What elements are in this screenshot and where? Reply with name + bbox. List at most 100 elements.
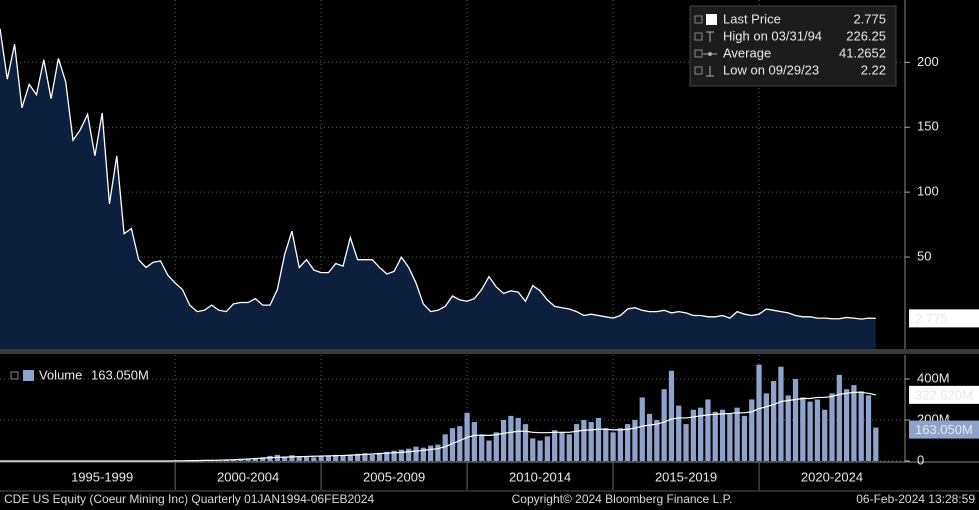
- plot: 1995-1999 2000-2004 2005-2009 2010-2014 2015…: [0, 0, 979, 490]
- legend-label: Average: [723, 45, 771, 60]
- volume-bar: [646, 413, 653, 461]
- volume-bar: [654, 419, 660, 461]
- volume-bar: [420, 447, 426, 461]
- legend-checkbox: [694, 49, 703, 58]
- volume-bar: [668, 370, 675, 461]
- volume-bar: [479, 434, 485, 461]
- volume-bar: [333, 454, 339, 461]
- volume-bar: [347, 454, 353, 461]
- last-value-box: [909, 385, 979, 404]
- legend-value: 2.775: [853, 11, 886, 26]
- volume-bar: [493, 432, 499, 461]
- footer-center: Copyright© 2024 Bloomberg Finance L.P.: [512, 492, 733, 506]
- last-value-label: 2.775: [915, 311, 948, 326]
- volume-bar: [457, 426, 463, 461]
- volume-bar: [785, 395, 791, 461]
- volume-bar: [632, 419, 638, 461]
- volume-bar: [807, 401, 813, 461]
- volume-bar: [252, 457, 259, 461]
- last-value-label: 322.620M: [915, 387, 973, 402]
- price-area: [0, 28, 876, 350]
- volume-bar: [515, 417, 521, 461]
- volume-bar: [690, 409, 696, 461]
- legend-icon: [23, 370, 34, 381]
- volume-bar: [537, 440, 543, 461]
- volume-bar: [705, 399, 711, 461]
- volume-bar: [829, 393, 835, 461]
- legend-icon: [706, 14, 717, 25]
- legend-value: 41.2652: [839, 45, 886, 60]
- volume-bar: [325, 455, 332, 461]
- volume-bar: [500, 419, 507, 461]
- legend-label: High on 03/31/94: [723, 28, 822, 43]
- legend: Last Price 2.775 High on 03/31/94 226.25 Ave…: [689, 5, 897, 87]
- legend-value: 2.22: [861, 62, 886, 77]
- volume-bar: [792, 378, 799, 461]
- volume-bar: [712, 411, 718, 461]
- volume-bar: [311, 457, 317, 461]
- volume-bar: [354, 453, 361, 461]
- volume-bar: [858, 391, 864, 461]
- volume-bar: [442, 434, 448, 461]
- volume-bar: [530, 438, 536, 461]
- volume-bar: [778, 366, 784, 461]
- volume-bar: [274, 454, 280, 461]
- footer-right: 06-Feb-2024 13:28:59: [856, 492, 975, 506]
- volume-bar: [544, 436, 551, 461]
- price-line: [0, 28, 876, 320]
- footer-left: CDE US Equity (Coeur Mining Inc) Quarter…: [4, 492, 374, 506]
- y-tick-label: 50: [917, 249, 931, 264]
- volume-bar: [836, 374, 842, 461]
- volume-bar: [303, 456, 310, 461]
- volume-bar: [413, 446, 419, 461]
- volume-bar: [843, 389, 850, 461]
- volume-bar: [865, 395, 872, 461]
- volume-bar: [362, 453, 368, 461]
- volume-bar: [625, 424, 631, 461]
- volume-bar: [267, 455, 273, 461]
- volume-bar: [661, 389, 667, 461]
- legend-value: 226.25: [846, 28, 886, 43]
- legend-checkbox: [694, 66, 703, 75]
- x-tick-label: 2000-2004: [217, 469, 279, 484]
- volume-bar: [245, 458, 251, 461]
- volume-bar: [588, 422, 594, 461]
- volume-bar: [566, 434, 572, 461]
- volume-bar: [282, 456, 288, 461]
- volume-bar: [559, 432, 565, 461]
- legend-checkbox: [10, 371, 19, 380]
- volume-bar: [318, 456, 324, 461]
- volume-bar: [486, 440, 492, 461]
- volume-bar: [289, 455, 295, 461]
- legend-label: Low on 09/29/23: [723, 62, 819, 77]
- volume-bar: [427, 445, 434, 461]
- volume-bar: [340, 455, 346, 461]
- volume-bar: [471, 422, 478, 461]
- y-tick-label: 100: [917, 184, 939, 199]
- volume-bar: [734, 407, 740, 461]
- volume-bar: [800, 397, 806, 461]
- last-value-box: [909, 420, 979, 439]
- x-tick-label: 2005-2009: [363, 469, 425, 484]
- volume-bar: [698, 407, 704, 461]
- volume-bar: [639, 397, 645, 461]
- volume-bar: [508, 415, 514, 461]
- volume-bar: [741, 415, 748, 461]
- legend-checkbox: [694, 15, 703, 24]
- volume-bar: [676, 405, 682, 461]
- last-value-box: [909, 309, 979, 328]
- volume-bar: [683, 424, 689, 461]
- volume-bar: [398, 449, 405, 461]
- legend-label: Volume: [39, 367, 82, 382]
- volume-bar: [756, 364, 762, 461]
- volume-bar: [595, 417, 602, 461]
- legend-icon: [706, 31, 714, 42]
- volume-bar: [573, 424, 580, 461]
- volume-bar: [376, 452, 383, 461]
- volume-bar: [617, 428, 623, 461]
- volume-bar: [719, 409, 726, 461]
- volume-bar: [771, 381, 777, 461]
- volume-bar: [873, 427, 879, 461]
- last-value-label: 163.050M: [915, 422, 973, 437]
- volume-bar: [603, 428, 609, 461]
